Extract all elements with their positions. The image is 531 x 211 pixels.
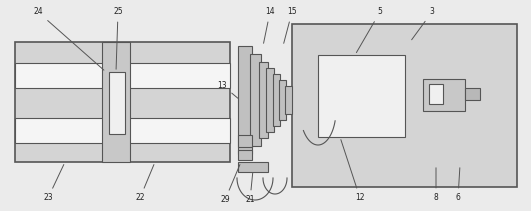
Bar: [429, 84, 443, 104]
Text: 14: 14: [263, 8, 275, 43]
Bar: [266, 68, 274, 132]
Text: 25: 25: [113, 8, 123, 69]
Text: 6: 6: [456, 168, 460, 203]
Bar: [109, 72, 125, 134]
Text: 22: 22: [135, 165, 154, 203]
Text: 29: 29: [220, 165, 240, 204]
Bar: [285, 86, 292, 114]
Bar: [15, 118, 230, 143]
Bar: [259, 62, 268, 138]
Text: 23: 23: [43, 165, 64, 203]
Text: 24: 24: [33, 8, 104, 70]
Bar: [279, 80, 286, 120]
Text: 8: 8: [434, 168, 439, 203]
Bar: [238, 162, 268, 172]
Bar: [465, 88, 480, 100]
Text: 3: 3: [412, 8, 434, 40]
Text: 15: 15: [284, 8, 297, 43]
Bar: [273, 74, 280, 126]
Bar: [238, 135, 252, 147]
Text: 5: 5: [356, 8, 382, 53]
Bar: [250, 54, 261, 146]
Bar: [318, 55, 405, 137]
Text: 12: 12: [341, 140, 365, 203]
Bar: [292, 24, 517, 187]
Bar: [423, 79, 465, 111]
Bar: [238, 46, 252, 154]
Text: 21: 21: [245, 173, 255, 204]
Bar: [238, 150, 252, 160]
Bar: [15, 42, 230, 162]
Bar: [102, 42, 130, 162]
Text: 13: 13: [217, 81, 238, 98]
Bar: [15, 63, 230, 88]
